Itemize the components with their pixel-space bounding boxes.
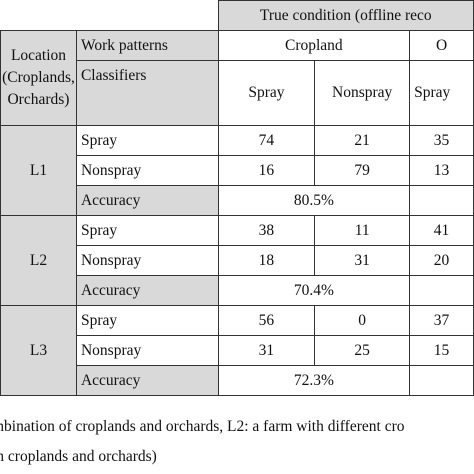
- classifier-label: Spray: [75, 305, 219, 336]
- location-l3: L3: [0, 305, 77, 396]
- value-cell: 38: [217, 215, 316, 246]
- accuracy-value: 72.3%: [217, 365, 411, 396]
- l1-nonspray-row: Nonspray 16 79 13: [1, 155, 474, 186]
- location-header: Location (Croplands, Orchards): [0, 30, 77, 126]
- cropland-header: Cropland: [217, 30, 411, 61]
- value-cell: 31: [314, 245, 411, 276]
- location-l1: L1: [0, 125, 77, 216]
- classifier-label: Spray: [75, 125, 219, 156]
- l2-accuracy-row: Accuracy 70.4%: [1, 275, 474, 306]
- accuracy-value: 80.5%: [217, 185, 411, 216]
- value-cell: 37: [409, 305, 474, 336]
- value-cell: 35: [409, 125, 474, 156]
- accuracy-label: Accuracy: [75, 365, 219, 396]
- work-patterns-header: Work patterns: [75, 30, 219, 61]
- value-cell: 11: [314, 215, 411, 246]
- location-header-line1: Location: [10, 47, 67, 64]
- value-cell-empty: [409, 365, 474, 396]
- l2-nonspray-row: Nonspray 18 31 20: [1, 245, 474, 276]
- value-cell: 21: [314, 125, 411, 156]
- header-row-true-condition: True condition (offline reco: [0, 0, 474, 31]
- value-cell: 18: [217, 245, 316, 276]
- accuracy-value: 70.4%: [217, 275, 411, 306]
- location-header-line2: (Croplands,: [2, 69, 75, 86]
- value-cell: 13: [409, 155, 474, 186]
- cropland-spray-header: Spray: [217, 60, 316, 126]
- value-cell: 0: [314, 305, 411, 336]
- header-row-work-patterns: Location (Croplands, Orchards) Work patt…: [0, 30, 474, 126]
- classifier-label: Spray: [75, 215, 219, 246]
- location-l2: L2: [0, 215, 77, 306]
- table-footnote: mbination of croplands and orchards, L2:…: [0, 412, 474, 472]
- l2-spray-row: L2 Spray 38 11 41: [0, 215, 474, 306]
- orchard-spray-header-partial: Spray: [409, 60, 474, 126]
- value-cell: 56: [217, 305, 316, 336]
- footnote-line-1: mbination of croplands and orchards, L2:…: [0, 418, 405, 435]
- corner-empty-cell: [0, 0, 219, 31]
- l1-accuracy-row: Accuracy 80.5%: [1, 185, 474, 216]
- cropland-nonspray-header: Nonspray: [314, 60, 411, 126]
- classifier-label: Nonspray: [75, 245, 219, 276]
- orchard-header-partial: O: [409, 30, 474, 61]
- confusion-matrix-table: True condition (offline reco Location (C…: [0, 0, 474, 396]
- location-header-line3: Orchards): [7, 91, 70, 108]
- classifier-label: Nonspray: [75, 155, 219, 186]
- classifier-label: Nonspray: [75, 335, 219, 366]
- accuracy-label: Accuracy: [75, 185, 219, 216]
- value-cell-empty: [409, 275, 474, 306]
- value-cell: 31: [217, 335, 316, 366]
- value-cell: 25: [314, 335, 411, 366]
- l3-accuracy-row: Accuracy 72.3%: [1, 365, 474, 396]
- value-cell: 41: [409, 215, 474, 246]
- accuracy-label: Accuracy: [75, 275, 219, 306]
- value-cell-empty: [409, 185, 474, 216]
- l3-spray-row: L3 Spray 56 0 37: [0, 305, 474, 396]
- value-cell: 15: [409, 335, 474, 366]
- value-cell: 16: [217, 155, 316, 186]
- value-cell: 79: [314, 155, 411, 186]
- value-cell: 20: [409, 245, 474, 276]
- true-condition-header: True condition (offline reco: [217, 0, 474, 31]
- l1-spray-row: L1 Spray 74 21 35: [0, 125, 474, 216]
- header-row-classifiers: Classifiers Spray Nonspray Spray: [1, 60, 474, 126]
- classifiers-header: Classifiers: [75, 60, 219, 126]
- footnote-line-2: th croplands and orchards): [0, 448, 157, 465]
- value-cell: 74: [217, 125, 316, 156]
